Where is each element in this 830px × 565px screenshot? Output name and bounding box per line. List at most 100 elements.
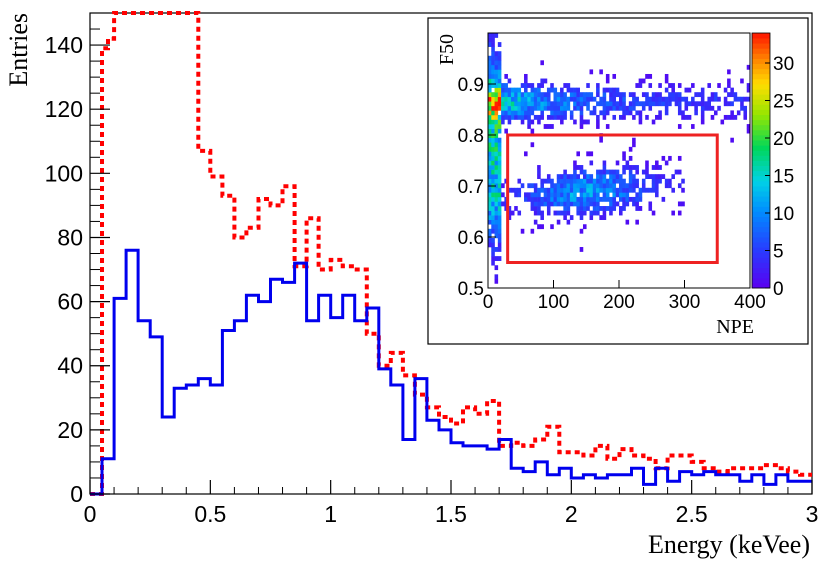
heatmap-cell [560,192,564,198]
heatmap-cell [700,101,705,107]
heatmap-cell [609,201,613,207]
heatmap-cell [602,174,607,180]
heatmap-cell [638,196,643,202]
heatmap-cell [517,87,522,93]
heatmap-cell [497,228,502,234]
heatmap-cell [668,83,672,88]
heatmap-cell [622,105,626,111]
heatmap-cell [494,196,499,202]
heatmap-cell [641,187,646,193]
y-tick-label: 120 [45,96,83,122]
heatmap-cell [537,114,541,120]
heatmap-cell [556,187,561,193]
heatmap-cell [494,187,499,193]
colorbar-segment [752,165,770,172]
colorbar-segment [752,99,770,105]
heatmap-cell [507,215,512,220]
heatmap-cell [517,178,522,184]
heatmap-cell [530,228,535,234]
heatmap-cell [537,210,541,216]
heatmap-cell [488,210,492,216]
heatmap-cell [635,83,639,88]
heatmap-cell [592,201,597,207]
heatmap-cell [553,183,558,189]
heatmap-cell [655,165,659,170]
heatmap-cell [638,187,643,193]
heatmap-cell [530,119,535,125]
heatmap-cell [497,183,502,189]
heatmap-cell [501,83,505,88]
heatmap-cell [497,114,502,120]
colorbar-segment [752,43,770,49]
heatmap-cell [550,87,554,93]
heatmap-cell [546,210,551,216]
heatmap-cell [697,101,702,107]
heatmap-cell [563,101,567,107]
heatmap-cell [501,119,505,125]
heatmap-cell [491,110,495,116]
heatmap-cell [602,169,607,175]
colorbar-segment [752,135,770,141]
heatmap-cell [520,101,525,107]
heatmap-cell [632,137,636,143]
heatmap-cell [546,178,551,184]
heatmap-cell [491,210,495,216]
colorbar-segment [752,114,770,121]
heatmap-cell [510,87,515,93]
heatmap-cell [635,183,639,189]
heatmap-cell [615,178,620,184]
heatmap-cell [687,101,692,107]
heatmap-cell [609,210,613,216]
heatmap-cell [615,169,620,175]
heatmap-cell [628,174,633,180]
heatmap-cell [612,174,617,180]
heatmap-cell [596,192,600,198]
heatmap-cell [625,183,630,189]
heatmap-cell [491,133,495,139]
heatmap-cell [573,196,577,202]
main-y-axis-title: Entries [4,13,33,87]
heatmap-cell [540,114,544,120]
heatmap-cell [543,192,548,198]
heatmap-cell [651,92,656,98]
x-tick-label: 3 [806,501,819,527]
heatmap-cell [543,105,548,111]
heatmap-cell [648,101,653,107]
heatmap-cell [507,206,512,211]
heatmap-cell [494,219,499,225]
heatmap-cell [612,192,617,198]
heatmap-cell [563,206,567,211]
heatmap-cell [546,105,551,111]
heatmap-cell [514,110,518,116]
heatmap-cell [602,215,607,220]
heatmap-cell [677,110,682,116]
heatmap-cell [497,192,502,198]
heatmap-cell [488,192,492,198]
heatmap-cell [605,169,610,175]
heatmap-cell [569,183,574,189]
colorbar-tick-label: 0 [773,279,784,300]
heatmap-cell [648,201,653,207]
heatmap-cell [507,92,512,98]
heatmap-cell [612,206,617,211]
heatmap-cell [550,114,554,120]
heatmap-cell [599,137,603,143]
heatmap-cell [501,92,505,98]
heatmap-cell [507,87,512,93]
colorbar-segment [752,196,770,202]
heatmap-cell [733,96,738,102]
heatmap-cell [677,96,682,102]
colorbar-segment [752,180,770,187]
heatmap-cell [664,160,669,166]
heatmap-cell [573,87,577,93]
heatmap-cell [491,201,495,207]
heatmap-cell [602,187,607,193]
heatmap-cell [494,110,499,116]
heatmap-cell [658,114,662,120]
heatmap-cell [625,219,630,225]
heatmap-cell [546,92,551,98]
colorbar-segment [752,68,770,75]
heatmap-cell [628,183,633,189]
heatmap-cell [707,96,711,102]
heatmap-cell [586,92,590,98]
